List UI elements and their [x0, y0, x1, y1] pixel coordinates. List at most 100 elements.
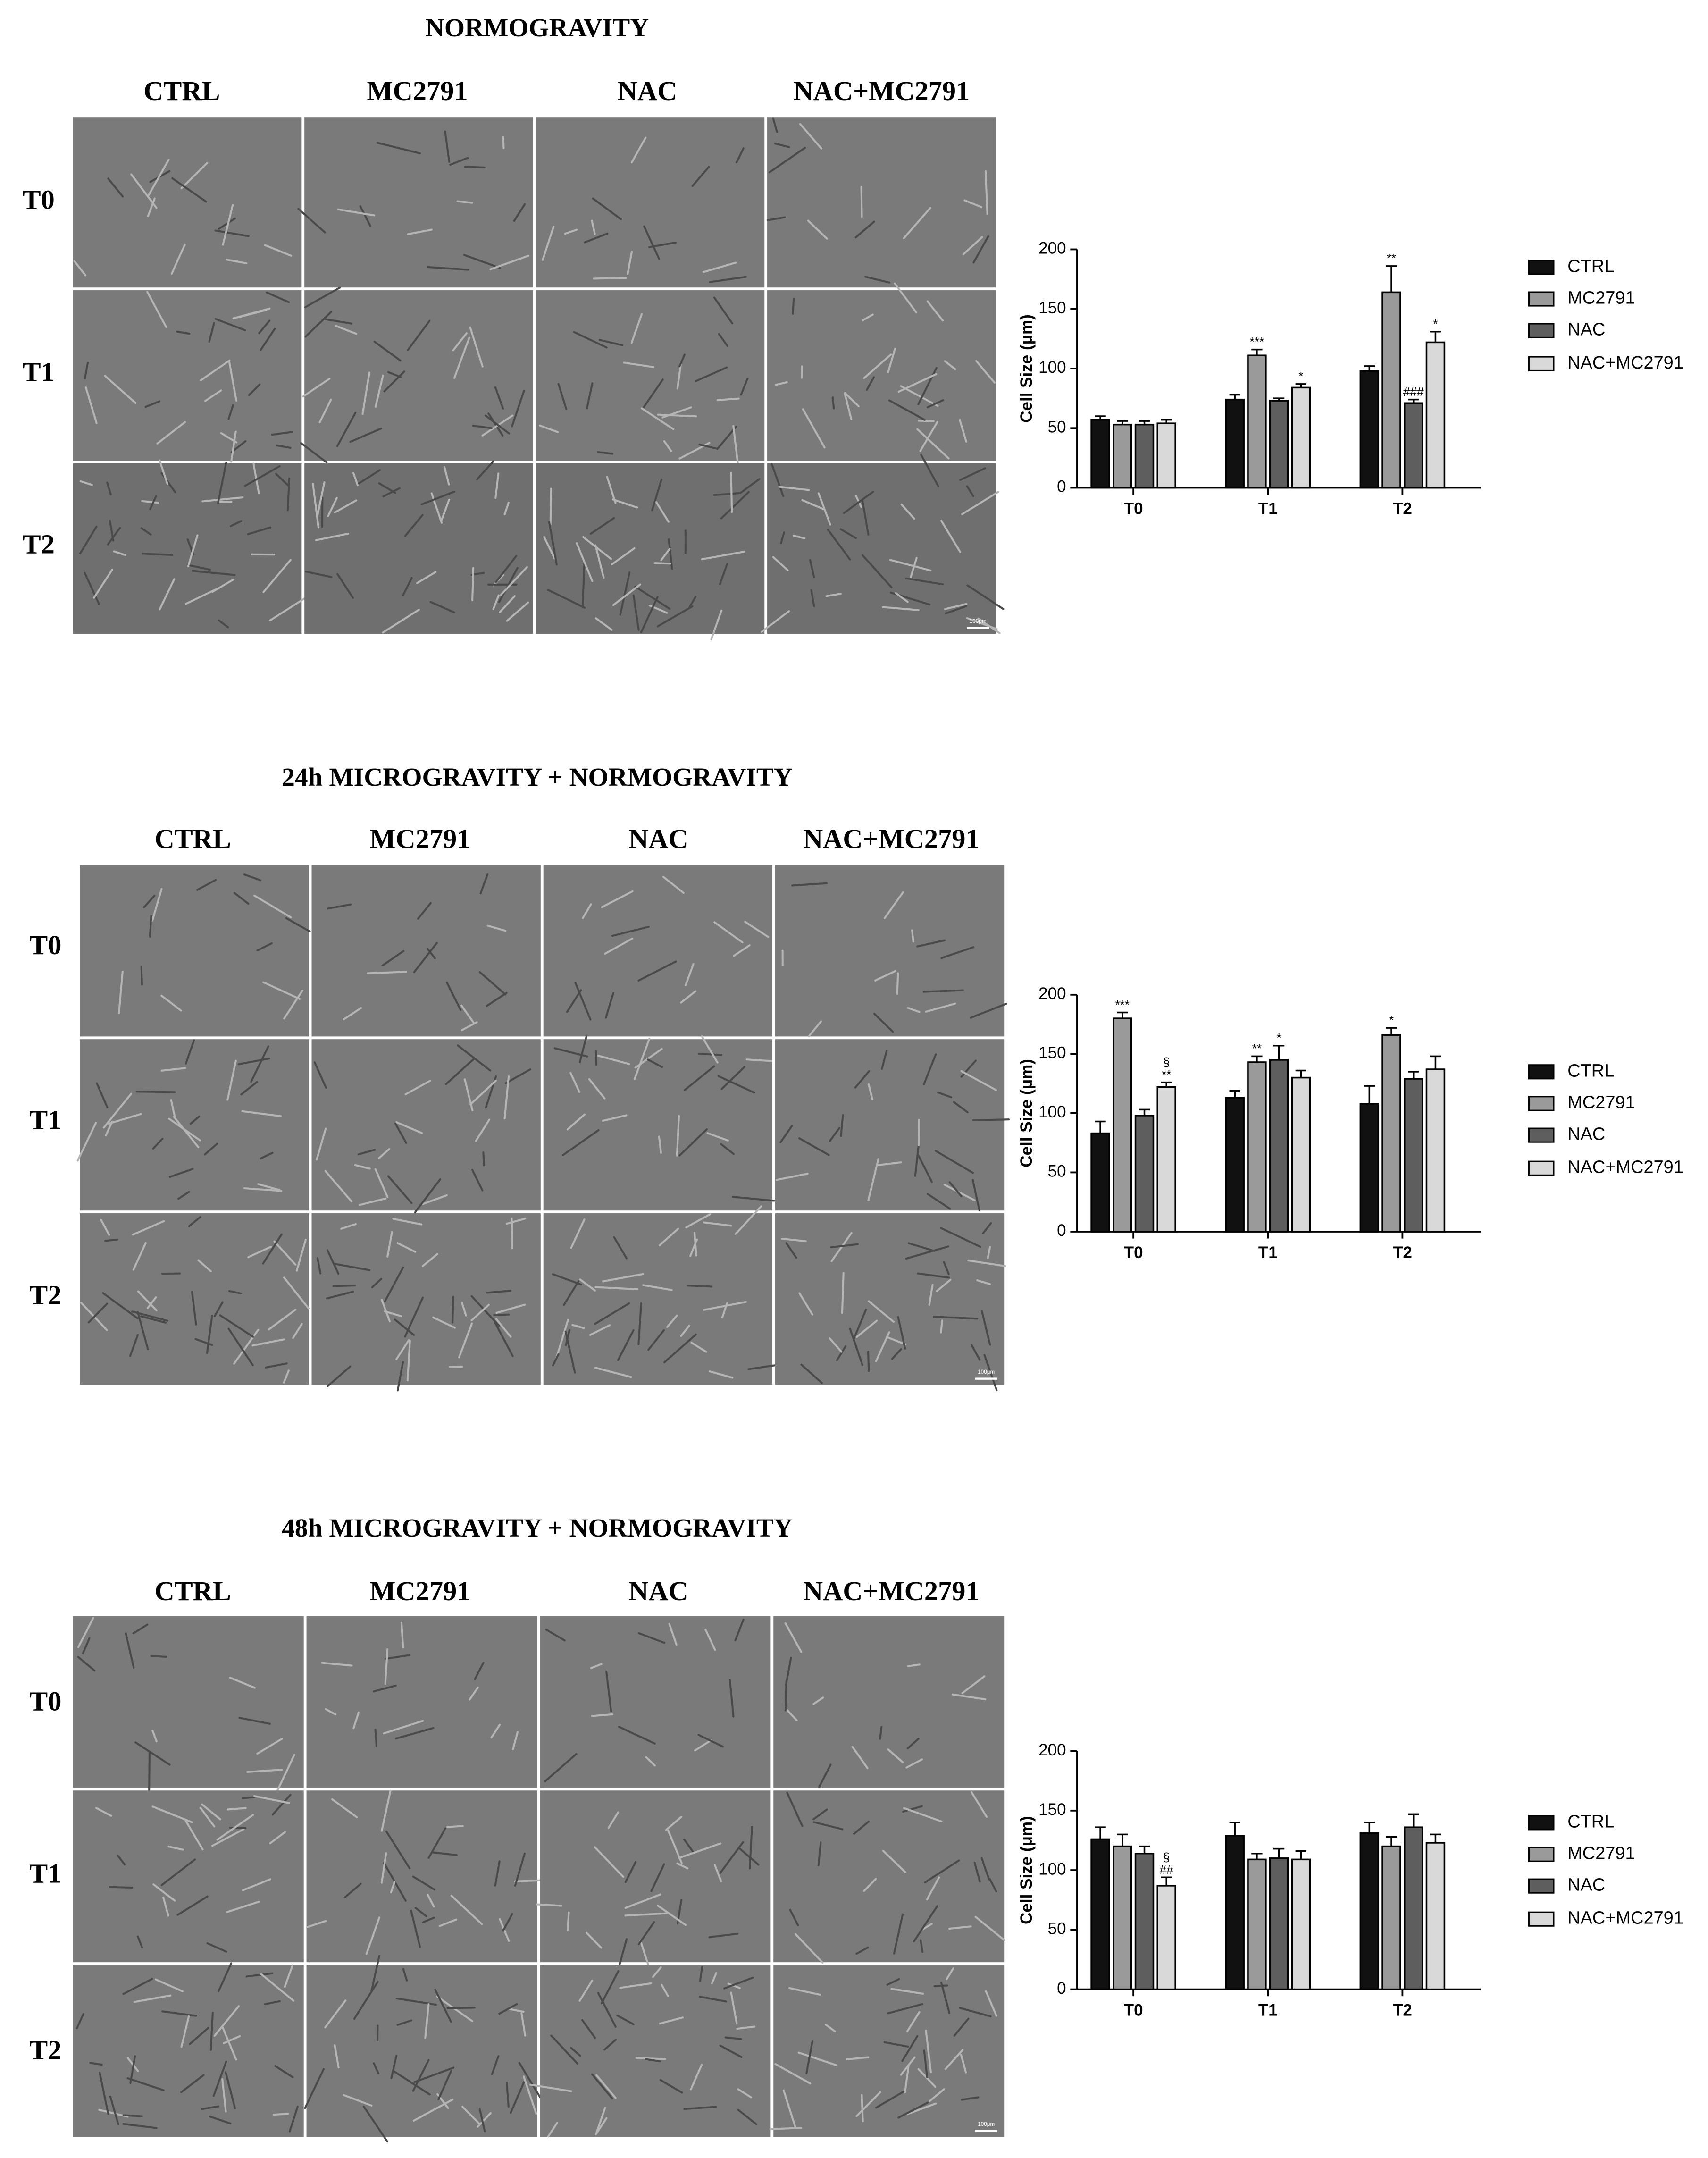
- cell: [156, 421, 186, 445]
- cell: [209, 2012, 214, 2051]
- cell: [246, 1769, 283, 1773]
- legend-label: CTRL: [1567, 1812, 1614, 1831]
- cell: [617, 1329, 635, 1361]
- cell: [243, 1187, 283, 1192]
- cell: [444, 130, 451, 163]
- cell: [117, 1855, 126, 1866]
- cell: [846, 2056, 870, 2061]
- cell: [458, 1322, 473, 1359]
- column-label: CTRL: [155, 1576, 231, 1606]
- cell: [690, 1342, 707, 1353]
- cell: [893, 1913, 904, 1955]
- cell: [76, 1122, 97, 1162]
- cell: [383, 370, 405, 393]
- cell: [390, 1881, 396, 1894]
- cell: [944, 603, 968, 610]
- cell: [713, 296, 733, 325]
- cell: [883, 2041, 909, 2048]
- cell: [944, 2049, 964, 2070]
- cell: [105, 1121, 113, 1137]
- cell: [701, 550, 745, 561]
- cell: [326, 1291, 354, 1300]
- cell: [324, 1170, 353, 1203]
- cell: [680, 1325, 690, 1337]
- cell: [785, 1708, 798, 1721]
- column-label: MC2791: [367, 76, 468, 106]
- row-label: T2: [23, 529, 55, 559]
- scale-bar-label: 100μm: [978, 1369, 995, 1375]
- cell: [735, 1205, 762, 1235]
- cell: [706, 1132, 729, 1142]
- cell: [775, 1173, 809, 1181]
- cell: [503, 1075, 510, 1120]
- cell: [639, 1940, 649, 1966]
- y-tick-label: 150: [1038, 299, 1066, 317]
- bar: [1269, 400, 1289, 489]
- significance-label: ***: [1115, 998, 1130, 1012]
- column-label: NAC: [618, 76, 677, 106]
- cell: [694, 1739, 712, 1752]
- cell: [226, 1900, 260, 1913]
- cell: [926, 1876, 940, 1901]
- cell: [905, 577, 944, 586]
- cell: [233, 892, 250, 905]
- legend-label: MC2791: [1567, 1092, 1635, 1112]
- cell: [597, 1992, 617, 2028]
- cell: [427, 1894, 435, 1908]
- x-tick-label: T0: [1124, 499, 1143, 518]
- cell: [800, 1363, 823, 1384]
- micrograph: [73, 1790, 304, 1963]
- cell: [284, 1964, 294, 1988]
- cell: [381, 950, 405, 967]
- cell: [542, 226, 555, 261]
- scale-bar-label: 100μm: [970, 618, 987, 624]
- cell: [923, 1053, 937, 1085]
- micrograph: [540, 1616, 771, 1788]
- y-tick-label: 100: [1038, 1103, 1066, 1121]
- scale-bar: [967, 627, 989, 629]
- cell: [180, 2015, 190, 2048]
- cell: [102, 1292, 139, 1319]
- cell: [909, 557, 918, 579]
- legend-label: CTRL: [1567, 256, 1614, 276]
- x-tick-label: T1: [1258, 2001, 1278, 2020]
- cell: [962, 236, 983, 256]
- cell: [129, 1334, 139, 1357]
- cell: [678, 353, 686, 368]
- cell: [469, 1687, 479, 1701]
- cell: [417, 902, 432, 920]
- cell: [446, 1825, 464, 1828]
- bar: [1090, 1838, 1110, 1990]
- bar: [1113, 1017, 1132, 1233]
- cell: [594, 544, 605, 579]
- micrograph: [536, 117, 765, 288]
- cell: [929, 2088, 945, 2102]
- cell: [264, 244, 292, 257]
- cell: [737, 2108, 757, 2125]
- cell: [204, 389, 222, 402]
- cell: [147, 159, 170, 197]
- cell: [736, 147, 745, 163]
- cell: [594, 1286, 638, 1291]
- cell: [727, 1982, 741, 1989]
- cell: [212, 2060, 227, 2097]
- cell: [698, 1053, 723, 1056]
- cell: [647, 1058, 663, 1068]
- cell: [975, 360, 996, 384]
- micrograph-bg: [540, 1790, 771, 1963]
- cell: [353, 1981, 379, 2020]
- cell: [327, 497, 338, 517]
- cell: [881, 1050, 888, 1070]
- cell: [867, 1351, 870, 1372]
- cell: [170, 1099, 176, 1118]
- row-label: T1: [29, 1105, 61, 1135]
- cell: [271, 1794, 292, 1816]
- cell: [630, 313, 643, 344]
- cell: [286, 477, 291, 512]
- micrograph-bg: [73, 117, 302, 288]
- bar: [1359, 370, 1380, 489]
- cell: [970, 1002, 1007, 1019]
- cell: [933, 1984, 948, 1988]
- cell: [499, 595, 516, 613]
